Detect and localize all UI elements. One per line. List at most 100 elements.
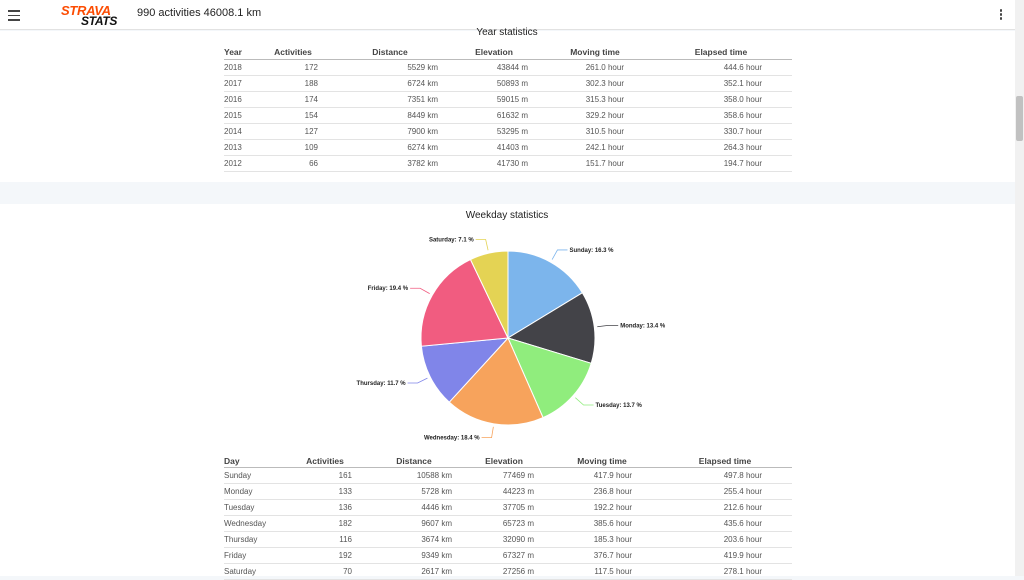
- table-cell: 43844 m: [448, 59, 540, 76]
- app-toolbar: STRAVA STATS 990 activities 46008.1 km: [0, 0, 1015, 30]
- table-cell: 5529 km: [332, 59, 448, 76]
- table-cell: 8449 km: [332, 107, 448, 124]
- table-cell: 302.3 hour: [540, 75, 650, 92]
- pie-slice-saturday[interactable]: [469, 250, 509, 339]
- table-row: Sunday 161 10588 km 77469 m 417.9 hour 497.8 …: [224, 467, 792, 484]
- pie-connector-friday: [410, 287, 430, 295]
- table-cell: 66: [254, 155, 332, 172]
- table-row: Thursday 116 3674 km 32090 m 185.3 hour 203.6…: [224, 531, 792, 548]
- scrollbar-thumb[interactable]: [1016, 96, 1023, 141]
- table-cell: 5728 km: [366, 483, 462, 500]
- table-cell: 50893 m: [448, 75, 540, 92]
- table-cell: 41403 m: [448, 139, 540, 156]
- table-cell: 77469 m: [462, 467, 546, 484]
- table-cell: 310.5 hour: [540, 123, 650, 140]
- table-cell: 444.6 hour: [650, 59, 792, 76]
- table-cell: 264.3 hour: [650, 139, 792, 156]
- table-cell: 376.7 hour: [546, 547, 658, 564]
- table-cell: 419.9 hour: [658, 547, 792, 564]
- table-row: Saturday 70 2617 km 27256 m 117.5 hour 278.1 …: [224, 563, 792, 580]
- column-header: Elapsed time: [650, 45, 792, 60]
- table-cell: 261.0 hour: [540, 59, 650, 76]
- table-cell: 65723 m: [462, 515, 546, 532]
- table-row: 2015 154 8449 km 61632 m 329.2 hour 358.6 hou…: [224, 107, 792, 124]
- pie-slice-wednesday[interactable]: [448, 337, 544, 426]
- table-row: Monday 133 5728 km 44223 m 236.8 hour 255.4 h…: [224, 483, 792, 500]
- column-header: Distance: [366, 455, 462, 468]
- column-header: Day: [224, 455, 284, 468]
- more-vertical-icon[interactable]: [998, 9, 1004, 23]
- table-cell: Friday: [224, 547, 284, 564]
- table-cell: 212.6 hour: [658, 499, 792, 516]
- table-cell: 255.4 hour: [658, 483, 792, 500]
- year-statistics-title: Year statistics: [476, 27, 538, 38]
- page-scrollbar[interactable]: [1015, 0, 1024, 576]
- table-cell: 41730 m: [448, 155, 540, 172]
- pie-connector-tuesday: [575, 397, 594, 406]
- pie-label-sunday: Sunday: 16.3 %: [569, 248, 614, 254]
- table-cell: 117.5 hour: [546, 563, 658, 580]
- table-cell: 127: [254, 123, 332, 140]
- table-header-row: Year Activities Distance Elevation Moving ti…: [224, 45, 792, 60]
- column-header: Elapsed time: [658, 455, 792, 468]
- table-cell: Monday: [224, 483, 284, 500]
- pie-slice-tuesday[interactable]: [507, 337, 592, 419]
- table-cell: 194.7 hour: [650, 155, 792, 172]
- table-cell: 2017: [224, 75, 254, 92]
- pie-label-saturday: Saturday: 7.1 %: [429, 238, 474, 244]
- pie-slice-thursday[interactable]: [420, 337, 510, 403]
- hamburger-menu-icon[interactable]: [8, 10, 20, 21]
- pie-slice-friday[interactable]: [420, 258, 509, 347]
- table-row: 2016 174 7351 km 59015 m 315.3 hour 358.0 hou…: [224, 91, 792, 108]
- table-cell: 67327 m: [462, 547, 546, 564]
- table-cell: 9607 km: [366, 515, 462, 532]
- table-cell: 417.9 hour: [546, 467, 658, 484]
- table-cell: 182: [284, 515, 366, 532]
- table-cell: 133: [284, 483, 366, 500]
- table-cell: 151.7 hour: [540, 155, 650, 172]
- table-cell: 2016: [224, 91, 254, 108]
- weekday-statistics-title: Weekday statistics: [465, 210, 549, 221]
- pie-label-tuesday: Tuesday: 13.7 %: [596, 403, 643, 409]
- table-row: 2014 127 7900 km 53295 m 310.5 hour 330.7 hou…: [224, 123, 792, 140]
- pie-slice-sunday[interactable]: [507, 250, 584, 339]
- table-cell: 358.6 hour: [650, 107, 792, 124]
- table-cell: Tuesday: [224, 499, 284, 516]
- table-cell: 192: [284, 547, 366, 564]
- pie-slice-monday[interactable]: [506, 292, 596, 364]
- pie-connector-saturday: [475, 239, 489, 251]
- table-cell: 172: [254, 59, 332, 76]
- table-cell: 2013: [224, 139, 254, 156]
- year-statistics-table: Year Activities Distance Elevation Moving ti…: [224, 45, 792, 172]
- table-row: 2018 172 5529 km 43844 m 261.0 hour 444.6 hou…: [224, 59, 792, 76]
- table-cell: 10588 km: [366, 467, 462, 484]
- table-row: 2017 188 6724 km 50893 m 302.3 hour 352.1 hou…: [224, 75, 792, 92]
- table-header-row: Day Activities Distance Elevation Moving tim…: [224, 455, 792, 468]
- table-cell: 59015 m: [448, 91, 540, 108]
- table-cell: 116: [284, 531, 366, 548]
- table-cell: 2014: [224, 123, 254, 140]
- table-cell: 192.2 hour: [546, 499, 658, 516]
- table-cell: 358.0 hour: [650, 91, 792, 108]
- table-row: Wednesday 182 9607 km 65723 m 385.6 hour 435.…: [224, 515, 792, 532]
- table-cell: 6274 km: [332, 139, 448, 156]
- table-cell: 6724 km: [332, 75, 448, 92]
- table-cell: 2015: [224, 107, 254, 124]
- table-cell: 203.6 hour: [658, 531, 792, 548]
- column-header: Elevation: [462, 455, 546, 468]
- table-cell: Wednesday: [224, 515, 284, 532]
- weekday-statistics-table: Day Activities Distance Elevation Moving tim…: [224, 455, 792, 580]
- table-cell: 242.1 hour: [540, 139, 650, 156]
- strava-stats-logo[interactable]: STRAVA STATS: [61, 3, 121, 28]
- table-cell: Saturday: [224, 563, 284, 580]
- table-cell: 61632 m: [448, 107, 540, 124]
- year-statistics-card: Year statistics Year Activities Distance El…: [0, 27, 1015, 182]
- table-cell: 3782 km: [332, 155, 448, 172]
- table-cell: Thursday: [224, 531, 284, 548]
- table-row: 2012 66 3782 km 41730 m 151.7 hour 194.7 hour: [224, 155, 792, 172]
- table-cell: 315.3 hour: [540, 91, 650, 108]
- table-cell: 352.1 hour: [650, 75, 792, 92]
- column-header: Moving time: [540, 45, 650, 60]
- table-cell: 32090 m: [462, 531, 546, 548]
- pie-label-monday: Monday: 13.4 %: [620, 323, 666, 329]
